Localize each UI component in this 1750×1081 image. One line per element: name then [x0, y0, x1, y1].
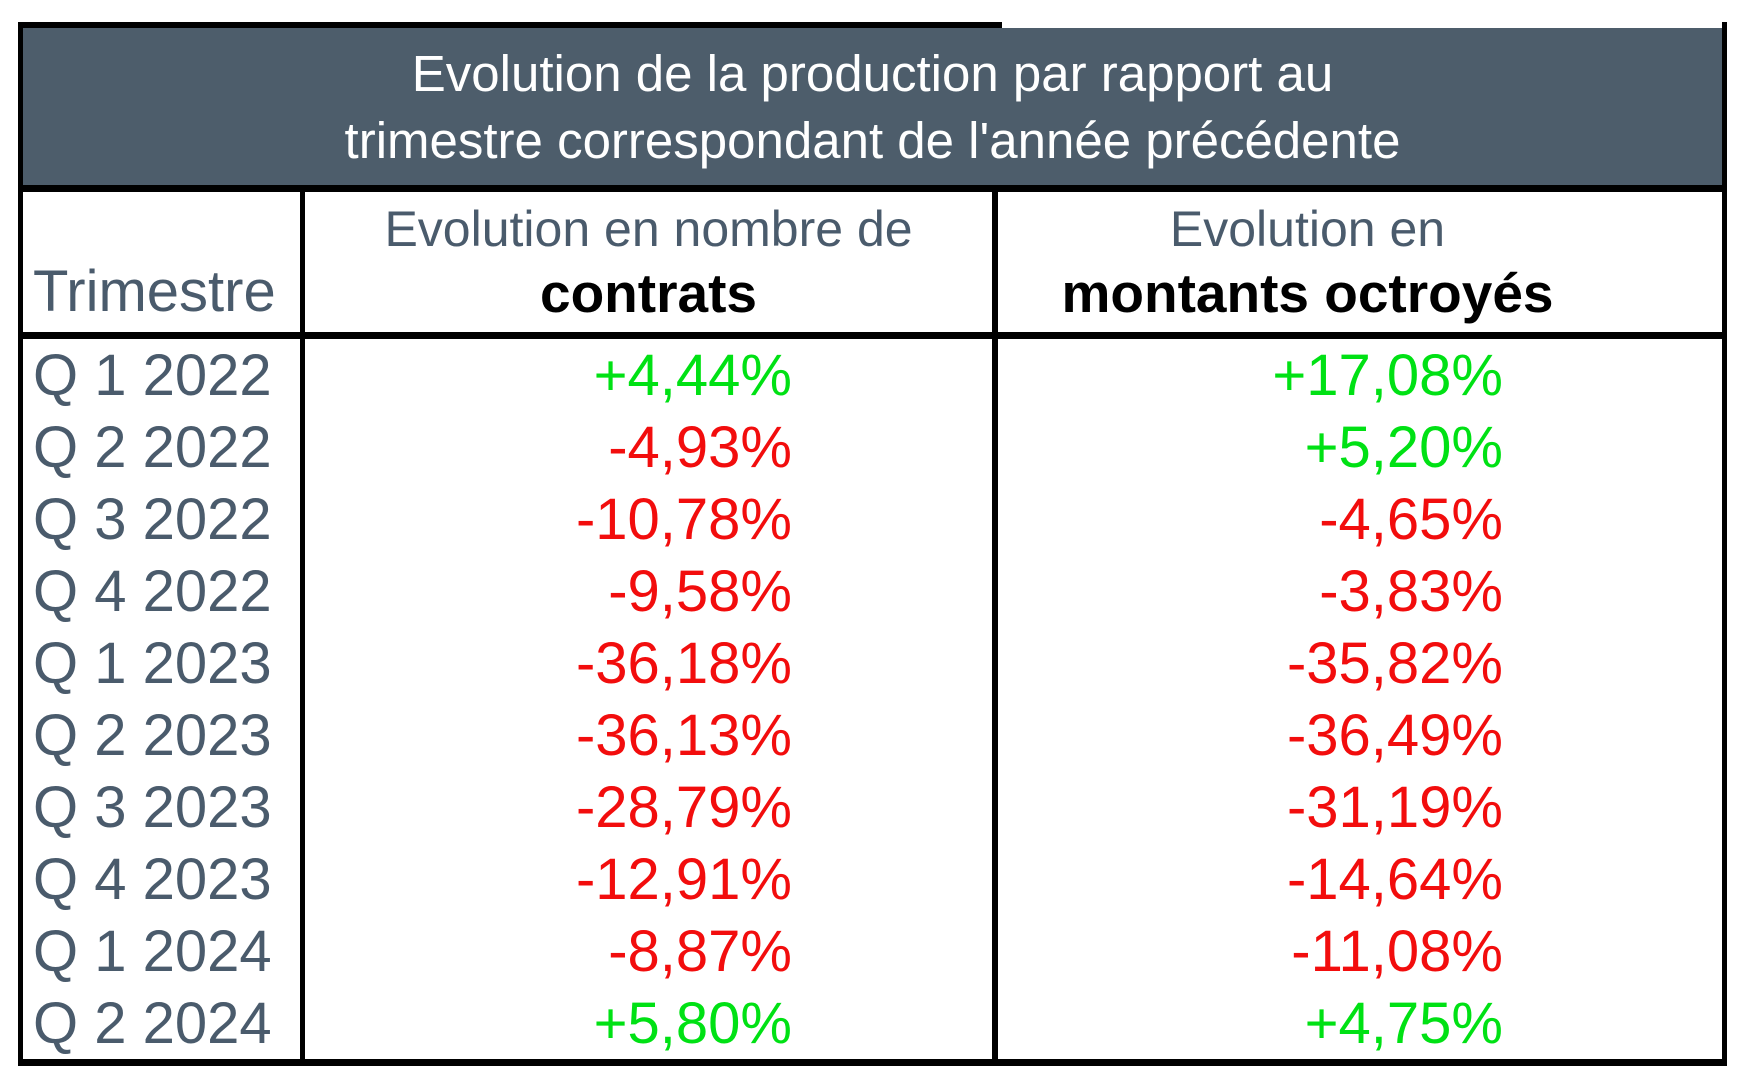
- amounts-evolution-value: +17,08%: [992, 339, 1722, 411]
- contracts-evolution-value: +5,80%: [300, 987, 992, 1059]
- table-title-line1: Evolution de la production par rapport a…: [411, 44, 1334, 102]
- quarter-label: Q 1 2022: [33, 342, 272, 408]
- quarter-label: Q 3 2023: [33, 774, 272, 840]
- contracts-evolution-value: -9,58%: [300, 555, 992, 627]
- column-header-contracts-line2: contrats: [540, 262, 757, 324]
- contracts-evolution-value: -12,91%: [300, 843, 992, 915]
- column-header-quarter-label: Trimestre: [33, 259, 276, 324]
- table-row: Q 2 2024 +5,80% +4,75%: [23, 987, 1722, 1059]
- column-header-quarter: Trimestre: [23, 192, 300, 332]
- contracts-evolution-value: -28,79%: [300, 771, 992, 843]
- amounts-evolution-value: +4,75%: [992, 987, 1722, 1059]
- table-row: Q 1 2023 -36,18% -35,82%: [23, 627, 1722, 699]
- column-header-amounts-line1: Evolution en: [1169, 201, 1446, 257]
- table-row: Q 3 2023 -28,79% -31,19%: [23, 771, 1722, 843]
- contracts-evolution-value: -10,78%: [300, 483, 992, 555]
- contracts-evolution-value: +4,44%: [300, 339, 992, 411]
- column-header-row: Trimestre Evolution en nombre de contrat…: [23, 192, 1722, 339]
- table-body: Q 1 2022 +4,44% +17,08% Q 2 2022 -4,93% …: [23, 339, 1722, 1059]
- quarter-label: Q 4 2023: [33, 846, 272, 912]
- table-title: Evolution de la production par rapport a…: [23, 28, 1722, 192]
- table-row: Q 2 2023 -36,13% -36,49%: [23, 699, 1722, 771]
- table-row: Q 3 2022 -10,78% -4,65%: [23, 483, 1722, 555]
- quarter-label: Q 4 2022: [33, 558, 272, 624]
- contracts-evolution-value: -8,87%: [300, 915, 992, 987]
- table-row: Q 1 2022 +4,44% +17,08%: [23, 339, 1722, 411]
- amounts-evolution-value: -35,82%: [992, 627, 1722, 699]
- amounts-evolution-value: -11,08%: [992, 915, 1722, 987]
- table-row: Q 4 2022 -9,58% -3,83%: [23, 555, 1722, 627]
- amounts-evolution-value: -36,49%: [992, 699, 1722, 771]
- table-row: Q 2 2022 -4,93% +5,20%: [23, 411, 1722, 483]
- quarter-label: Q 2 2024: [33, 990, 272, 1056]
- contracts-evolution-value: -4,93%: [300, 411, 992, 483]
- column-header-amounts-line2: montants octroyés: [1061, 262, 1554, 324]
- column-header-contracts: Evolution en nombre de contrats: [300, 192, 992, 332]
- quarter-label: Q 2 2023: [33, 702, 272, 768]
- amounts-evolution-value: +5,20%: [992, 411, 1722, 483]
- column-header-contracts-line1: Evolution en nombre de: [384, 201, 913, 257]
- contracts-evolution-value: -36,18%: [300, 627, 992, 699]
- column-header-amounts: Evolution en montants octroyés: [992, 192, 1722, 332]
- quarter-label: Q 1 2024: [33, 918, 272, 984]
- table-title-line2: trimestre correspondant de l'année précé…: [344, 111, 1401, 169]
- quarter-label: Q 3 2022: [33, 486, 272, 552]
- amounts-evolution-value: -4,65%: [992, 483, 1722, 555]
- quarter-label: Q 1 2023: [33, 630, 272, 696]
- production-evolution-table: Evolution de la production par rapport a…: [18, 22, 1727, 1066]
- contracts-evolution-value: -36,13%: [300, 699, 992, 771]
- amounts-evolution-value: -3,83%: [992, 555, 1722, 627]
- quarter-label: Q 2 2022: [33, 414, 272, 480]
- table-row: Q 1 2024 -8,87% -11,08%: [23, 915, 1722, 987]
- amounts-evolution-value: -14,64%: [992, 843, 1722, 915]
- amounts-evolution-value: -31,19%: [992, 771, 1722, 843]
- table-row: Q 4 2023 -12,91% -14,64%: [23, 843, 1722, 915]
- table-top-border: [18, 22, 1002, 28]
